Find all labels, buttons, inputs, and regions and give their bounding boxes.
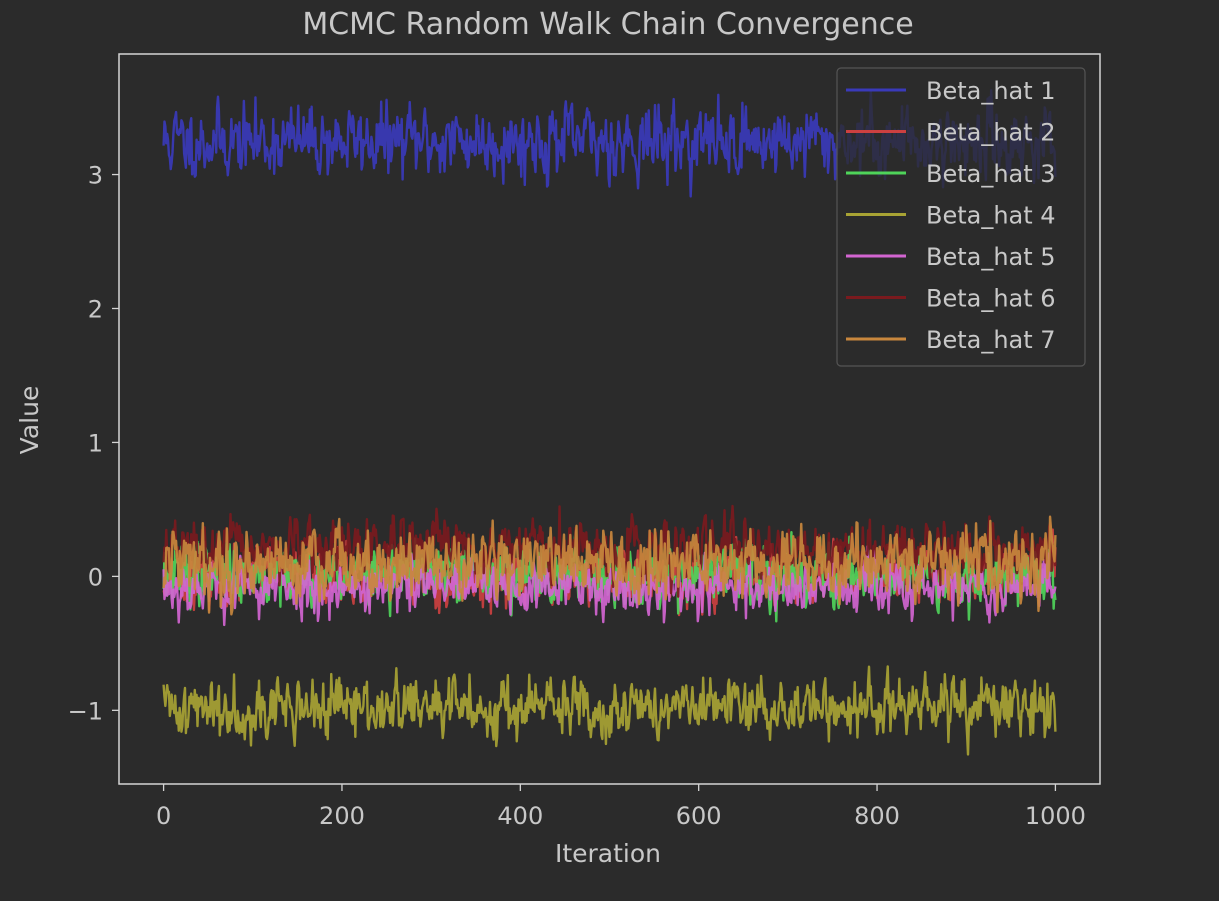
y-axis-ticks: −1 0 1 2 3 bbox=[68, 162, 119, 725]
chart-title: MCMC Random Walk Chain Convergence bbox=[302, 7, 913, 42]
legend-label-6: Beta_hat 6 bbox=[926, 285, 1056, 313]
legend-label-3: Beta_hat 3 bbox=[926, 160, 1056, 188]
x-tick-label: 400 bbox=[497, 802, 543, 830]
y-axis-label: Value bbox=[15, 386, 44, 455]
x-tick-label: 200 bbox=[319, 802, 365, 830]
legend-label-5: Beta_hat 5 bbox=[926, 243, 1056, 271]
x-tick-label: 0 bbox=[156, 802, 171, 830]
series-line-4 bbox=[162, 665, 1057, 756]
legend-label-4: Beta_hat 4 bbox=[926, 202, 1056, 230]
legend-label-2: Beta_hat 2 bbox=[926, 119, 1056, 147]
y-tick-label: 0 bbox=[88, 563, 103, 591]
legend-label-1: Beta_hat 1 bbox=[926, 77, 1056, 105]
x-tick-label: 800 bbox=[854, 802, 900, 830]
legend: Beta_hat 1 Beta_hat 2 Beta_hat 3 Beta_hat 4… bbox=[836, 67, 1086, 367]
x-axis-ticks: 0 200 400 600 800 1000 bbox=[156, 784, 1086, 830]
plot-frame bbox=[118, 53, 1101, 785]
series-line-7 bbox=[162, 515, 1057, 616]
x-tick-label: 1000 bbox=[1025, 802, 1086, 830]
y-tick-label: 2 bbox=[88, 295, 103, 323]
plot-series-group bbox=[162, 89, 1057, 756]
x-tick-label: 600 bbox=[676, 802, 722, 830]
legend-label-7: Beta_hat 7 bbox=[926, 326, 1056, 354]
y-tick-label: 3 bbox=[88, 162, 103, 190]
y-tick-label: −1 bbox=[68, 697, 103, 725]
legend-box bbox=[836, 67, 1086, 367]
series-line-5 bbox=[162, 545, 1057, 627]
x-axis-label: Iteration bbox=[555, 839, 661, 868]
y-tick-label: 1 bbox=[88, 429, 103, 457]
